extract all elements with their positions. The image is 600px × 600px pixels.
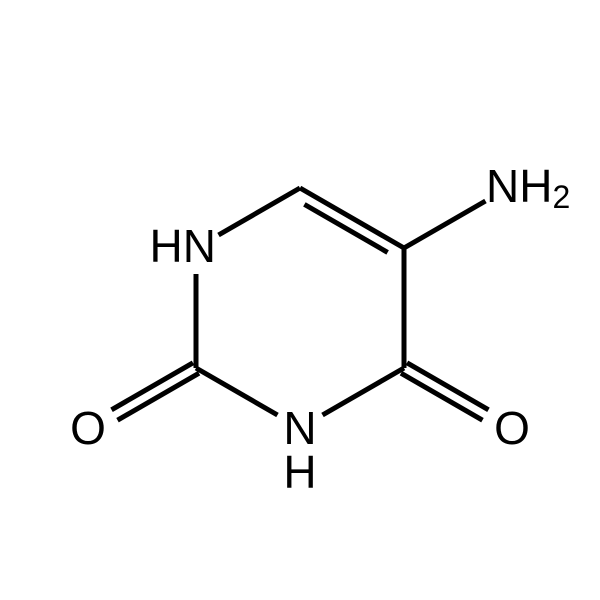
atom-label-O-right: O xyxy=(494,402,530,454)
atom-label-H: H xyxy=(283,446,316,498)
atom-label-O-left: O xyxy=(70,402,106,454)
molecule-diagram: HNNHOONH2 xyxy=(0,0,600,600)
atom-label-NH2: NH2 xyxy=(486,160,570,215)
atom-label-HN: HN xyxy=(150,220,216,272)
